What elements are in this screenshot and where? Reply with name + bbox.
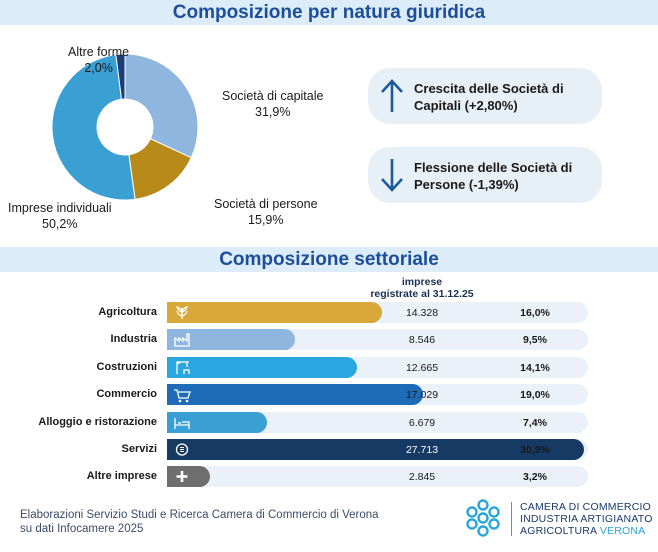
factory-icon [174, 333, 190, 348]
sector-label: Costruzioni [96, 360, 158, 373]
callout-decline: Flessione delle Società di Persone (-1,3… [368, 147, 602, 203]
logo-line3b: VERONA [599, 525, 646, 537]
sector-percent: 14,1% [520, 361, 550, 374]
sector-label: Agricoltura [98, 306, 157, 318]
logo-line3: AGRICOLTURA VERONA [520, 525, 653, 537]
sector-bar [167, 384, 424, 406]
pie-label-altre: Altre forme 2,0% [68, 44, 129, 76]
donut-slice-capitale [124, 53, 199, 159]
column-header: imprese registrate al 31.12.25 [340, 276, 504, 300]
donut-slice-individuali [51, 54, 136, 201]
plus-icon [176, 471, 188, 483]
chamber-logo-icon [466, 499, 500, 537]
wheat-icon [176, 306, 188, 319]
sector-label: Altre imprese [86, 470, 157, 483]
sector-row: Servizi 27.713 30,9% [0, 439, 658, 461]
sector-percent: 3,2% [523, 471, 547, 484]
sector-value: 17.029 [405, 389, 439, 402]
callout-growth-text: Crescita delle Società di Capitali (+2,8… [414, 81, 564, 113]
crane-icon [176, 361, 190, 374]
sector-value: 14.328 [405, 307, 439, 319]
sector-label: Alloggio e ristorazione [38, 415, 157, 428]
sector-label: Servizi [121, 443, 157, 455]
sector-value: 6.679 [408, 416, 436, 429]
arrow-down-icon [381, 159, 403, 192]
pie-label-altre-value: 2,0% [84, 61, 113, 75]
sector-row: Commercio 17.029 19,0% [0, 384, 658, 406]
sector-track [167, 411, 588, 433]
sector-row: Altre imprese 2.845 3,2% [0, 466, 658, 488]
sector-row: Industria 8.546 9,5% [0, 329, 658, 351]
sector-value: 8.546 [408, 334, 436, 347]
callout-growth: Crescita delle Società di Capitali (+2,8… [368, 68, 602, 124]
section-title-sector: Composizione settoriale [0, 247, 658, 272]
sector-percent: 16,0% [520, 307, 550, 319]
arrow-up-icon [381, 79, 403, 112]
column-header-line2: registrate al 31.12.25 [370, 288, 474, 300]
section-title-legal-form: Composizione per natura giuridica [0, 0, 658, 25]
sector-value: 12.665 [405, 361, 439, 374]
pie-label-individuali-name: Imprese individuali [8, 201, 112, 215]
sector-row: Agricoltura 14.328 16,0% [0, 302, 658, 324]
sector-bar [167, 302, 383, 323]
pie-label-altre-name: Altre forme [68, 45, 130, 59]
bed-icon [174, 417, 190, 429]
callout-decline-text: Flessione delle Società di Persone (-1,3… [414, 160, 573, 192]
column-header-line1: imprese [401, 276, 443, 288]
logo-line1: CAMERA DI COMMERCIO [520, 501, 651, 513]
sector-value: 2.845 [408, 471, 436, 484]
pie-label-persone-value: 15,9% [248, 213, 284, 227]
pie-label-persone-name: Società di persone [214, 197, 318, 211]
sector-percent: 30,9% [520, 444, 550, 456]
pie-label-individuali: Imprese individuali 50,2% [8, 200, 112, 232]
pie-label-persone: Società di persone 15,9% [214, 196, 318, 228]
sector-bar [167, 466, 210, 488]
footer-line1: Elaborazioni Servizio Studi e Ricerca Ca… [20, 509, 379, 521]
chamber-logo-text: CAMERA DI COMMERCIO INDUSTRIA ARTIGIANAT… [520, 501, 653, 537]
service-icon [175, 443, 189, 456]
sector-row: Costruzioni 12.665 14,1% [0, 356, 658, 379]
sector-percent: 19,0% [520, 389, 550, 402]
donut-chart [51, 53, 199, 201]
logo-separator [511, 502, 512, 536]
pie-label-capitale-value: 31,9% [255, 105, 291, 119]
sector-percent: 7,4% [523, 416, 547, 429]
logo-line2: INDUSTRIA ARTIGIANATO [520, 513, 653, 525]
donut-chart-area: Altre forme 2,0% Società di capitale 31,… [0, 30, 340, 240]
footer-line2: su dati Infocamere 2025 [20, 523, 144, 535]
sector-bar [167, 356, 358, 378]
pie-label-capitale: Società di capitale 31,9% [222, 88, 323, 120]
sector-bar [167, 411, 268, 433]
sector-value: 27.713 [405, 444, 439, 456]
sector-label: Industria [110, 333, 157, 346]
pie-label-capitale-name: Società di capitale [222, 89, 324, 103]
sector-track [167, 466, 588, 488]
cart-icon [174, 389, 191, 403]
sector-row: Alloggio e ristorazione 6.679 7,4% [0, 411, 658, 434]
footer-source: Elaborazioni Servizio Studi e Ricerca Ca… [20, 508, 379, 536]
sector-percent: 9,5% [523, 334, 547, 347]
logo-line3a: AGRICOLTURA [520, 525, 597, 537]
sector-bar [167, 439, 584, 460]
donut-slice-altre [115, 53, 126, 100]
sector-label: Commercio [96, 388, 157, 401]
pie-label-individuali-value: 50,2% [42, 217, 78, 231]
sector-bar [167, 329, 296, 351]
